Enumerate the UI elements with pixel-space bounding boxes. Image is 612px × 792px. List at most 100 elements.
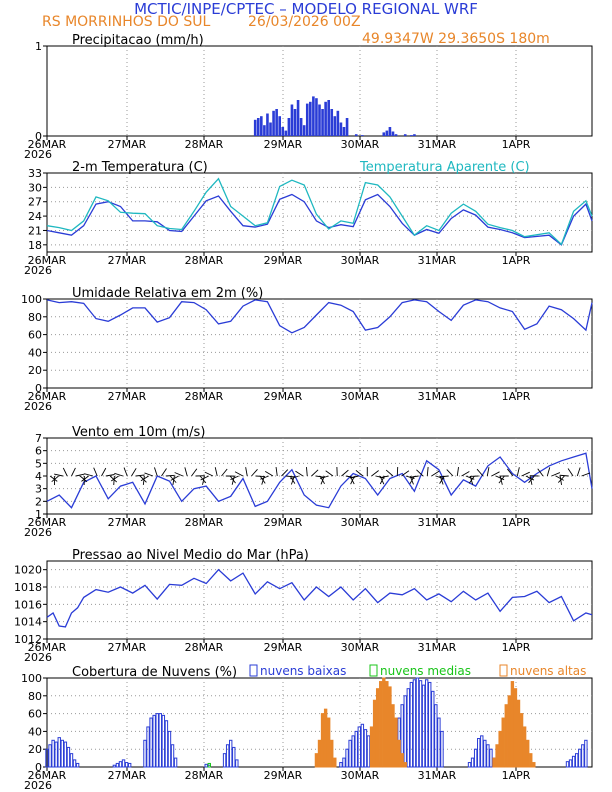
cloud-bar-blue	[161, 714, 166, 768]
wind-barb	[101, 467, 107, 477]
y-tick-label: 1	[35, 508, 42, 521]
series-line-blue	[46, 452, 593, 509]
cloud-bar-blue	[480, 735, 484, 768]
cloud-bar-orange	[394, 717, 398, 768]
wind-barb	[486, 467, 490, 477]
y-tick-label: 100	[21, 293, 42, 306]
cloud-bar-blue	[164, 720, 169, 768]
cloud-bar-blue	[354, 730, 358, 768]
cloud-bar-blue	[486, 744, 490, 768]
precip-bar	[293, 109, 297, 136]
precip-bar	[287, 118, 291, 136]
cloud-bar-blue	[473, 748, 478, 768]
wind-barb	[537, 468, 544, 477]
x-tick-label: 30MAR	[341, 138, 380, 151]
cloud-bar-orange	[388, 686, 392, 768]
y-tick-label: 1	[35, 40, 42, 53]
legend-swatch-green	[369, 664, 378, 677]
wind-barb	[546, 467, 551, 477]
wind-barb	[431, 470, 440, 477]
wind-barb	[325, 470, 334, 477]
y-tick-label: 27	[28, 196, 42, 209]
wind-barb	[51, 475, 59, 483]
wind-barb	[245, 467, 248, 477]
wind-barb	[409, 475, 419, 478]
cloud-bar-blue	[415, 677, 420, 768]
wind-barb	[204, 471, 214, 477]
panel-title: Umidade Relativa em 2m (%)	[72, 286, 263, 301]
wind-barb	[371, 470, 379, 477]
wind-barb	[110, 475, 119, 482]
cloud-bar-blue	[571, 755, 576, 768]
x-year-label: 2026	[24, 526, 52, 539]
wind-barb	[62, 467, 68, 477]
precip-bar	[333, 116, 337, 136]
wind-barb	[349, 475, 359, 479]
cloud-bar-blue	[348, 739, 352, 768]
y-tick-label: 0	[35, 130, 42, 143]
precip-bar	[413, 134, 416, 136]
wind-barb	[114, 472, 124, 477]
x-tick-label: 27MAR	[108, 769, 147, 782]
wind-barb	[264, 471, 274, 477]
cloud-bar-blue	[421, 684, 426, 768]
cloud-bar-blue	[409, 681, 414, 768]
wind-barb	[93, 467, 98, 477]
header-run: 26/03/2026 00Z	[248, 14, 361, 30]
x-tick-label: 1APR	[502, 254, 531, 267]
wind-barb	[446, 469, 454, 477]
y-tick-label: 60	[28, 329, 42, 342]
wind-barb	[581, 472, 591, 477]
x-tick-label: 30MAR	[341, 390, 380, 403]
y-tick-label: 2	[35, 495, 42, 508]
x-tick-label: 26MAR	[28, 390, 67, 403]
x-tick-label: 26MAR	[28, 641, 67, 654]
precip-bar	[382, 132, 386, 136]
cloud-bar-orange	[507, 695, 512, 768]
cloud-bar-blue	[115, 762, 120, 768]
x-tick-label: 29MAR	[264, 390, 303, 403]
precip-bar	[256, 118, 260, 136]
wind-barb	[200, 475, 209, 481]
cloud-bar-blue	[434, 704, 438, 768]
cloud-bar-blue	[149, 717, 153, 768]
y-tick-label: 20	[28, 743, 42, 756]
legend-swatch-blue	[249, 664, 258, 677]
cloud-bar-blue	[406, 688, 410, 768]
x-tick-label: 27MAR	[108, 138, 147, 151]
precip-bar	[299, 118, 303, 136]
x-tick-label: 26MAR	[28, 516, 67, 529]
cloud-bar-blue	[574, 753, 579, 768]
cloud-bar-blue	[124, 762, 129, 768]
y-tick-label: 33	[28, 167, 42, 180]
wind-barb	[439, 475, 449, 478]
cloud-bar-orange	[320, 713, 325, 768]
wind-barb	[261, 475, 265, 485]
wind-barb	[140, 475, 149, 482]
precip-bar	[394, 134, 398, 136]
cloud-bar-orange	[516, 699, 521, 768]
precip-bar	[342, 127, 346, 136]
wind-barb	[516, 467, 520, 477]
wind-barb	[123, 467, 128, 477]
wind-barb	[105, 474, 115, 477]
wind-barb	[439, 475, 445, 484]
y-tick-label: 100	[21, 672, 42, 685]
header: MCTIC/INPE/CPTEC – MODELO REGIONAL WRF R…	[42, 0, 550, 47]
wind-barb	[54, 473, 64, 477]
wind-barb	[260, 475, 269, 480]
wind-barb	[221, 468, 228, 477]
y-tick-label: 1014	[14, 616, 42, 629]
cloud-bar-orange	[385, 681, 389, 768]
cloud-bar-blue	[225, 744, 230, 768]
precip-bar	[330, 109, 334, 136]
legend-apparent-temp: Temperatura Aparente (C)	[359, 160, 530, 175]
y-tick-label: 1012	[14, 633, 42, 646]
x-tick-label: 27MAR	[108, 390, 147, 403]
y-tick-label: 24	[28, 210, 42, 223]
x-tick-label: 27MAR	[108, 641, 147, 654]
x-tick-label: 1APR	[502, 516, 531, 529]
wind-barb	[154, 467, 158, 477]
